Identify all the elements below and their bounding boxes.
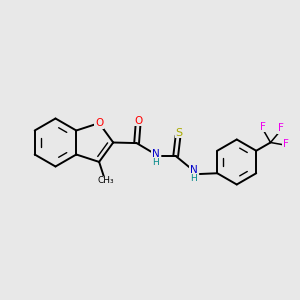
Text: F: F [283, 139, 289, 149]
Text: N: N [152, 149, 160, 159]
Text: H: H [190, 174, 196, 183]
Text: H: H [152, 158, 159, 167]
Text: S: S [175, 128, 182, 138]
Text: F: F [260, 122, 266, 132]
Text: CH₃: CH₃ [98, 176, 114, 185]
Text: N: N [190, 165, 198, 175]
Text: O: O [134, 116, 142, 126]
Text: O: O [95, 118, 103, 128]
Text: F: F [278, 123, 284, 134]
